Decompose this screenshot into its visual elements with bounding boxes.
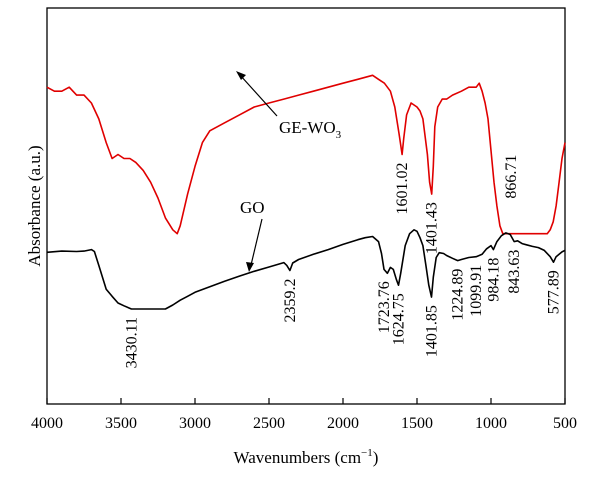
go-arrow-line [250, 218, 263, 266]
x-axis-title-sup: −1 [361, 447, 373, 459]
go-arrow-head [246, 262, 254, 272]
x-tick-label: 3000 [179, 415, 211, 432]
x-tick-label: 2000 [327, 415, 359, 432]
peak-label: 1224.89 [450, 269, 467, 321]
x-tick-label: 1000 [475, 415, 507, 432]
series-layer [46, 74, 566, 310]
ge-wo3-annotation: GE-WO3 [236, 71, 342, 141]
peak-label: 843.63 [506, 250, 523, 294]
x-axis-title-main: Wavenumbers (cm [234, 448, 362, 467]
x-tick-label: 2500 [253, 415, 285, 432]
x-tick-label: 500 [553, 415, 577, 432]
peak-label: 1099.91 [468, 265, 485, 317]
peak-label: 1624.75 [391, 293, 408, 345]
y-axis-title: Absorbance (a.u.) [25, 145, 44, 266]
ge-wo3-name: GE-WO [279, 118, 336, 137]
x-axis-tick-labels: 4000 3500 3000 2500 2000 1500 1000 500 [31, 415, 577, 432]
ge-wo3-arrow-line [239, 74, 278, 117]
peak-label: 1401.43 [424, 202, 441, 254]
x-axis-ticks [46, 398, 566, 404]
x-axis-title-tail: ) [373, 448, 379, 467]
go-spectrum-line [46, 229, 566, 310]
x-tick-label: 4000 [31, 415, 63, 432]
peak-label: 1723.76 [376, 281, 393, 333]
peak-label: 984.18 [485, 258, 502, 302]
ge-wo3-arrow-head [236, 71, 246, 80]
x-axis-title: Wavenumbers (cm−1) [234, 447, 379, 467]
peak-label: 2359.2 [282, 279, 299, 323]
go-annotation: GO [240, 198, 265, 272]
ge-wo3-series-label: GE-WO3 [279, 118, 342, 141]
ge-wo3-spectrum-line [46, 74, 566, 235]
plot-frame [46, 7, 566, 405]
peak-label: 3430.11 [123, 317, 140, 368]
peak-label: 866.71 [503, 155, 520, 199]
ge-wo3-subscript: 3 [336, 129, 342, 141]
x-tick-label: 3500 [105, 415, 137, 432]
peak-label: 1601.02 [394, 163, 411, 215]
x-tick-label: 1500 [401, 415, 433, 432]
peak-label: 1401.85 [424, 305, 441, 357]
go-series-label: GO [240, 198, 265, 217]
peak-label: 577.89 [546, 270, 563, 314]
